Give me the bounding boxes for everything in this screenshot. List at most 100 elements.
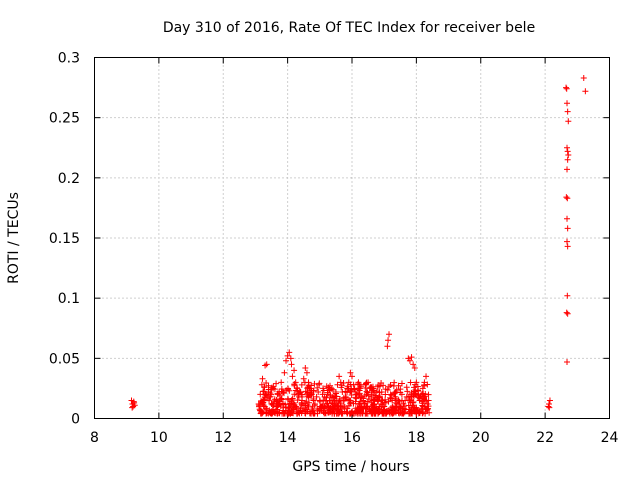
data-point xyxy=(357,385,364,392)
x-tick-label: 22 xyxy=(536,430,554,446)
data-point xyxy=(564,100,571,107)
data-point xyxy=(315,389,322,396)
data-point xyxy=(282,401,289,408)
data-point xyxy=(263,407,270,414)
x-tick-label: 16 xyxy=(343,430,361,446)
data-point xyxy=(411,364,418,371)
data-point xyxy=(363,391,370,398)
data-point xyxy=(294,385,301,392)
data-point xyxy=(276,398,283,405)
grid xyxy=(94,57,610,419)
data-point xyxy=(334,402,341,409)
data-point xyxy=(324,391,331,398)
data-point xyxy=(268,401,275,408)
data-point xyxy=(563,85,570,92)
data-point xyxy=(269,409,276,416)
data-point xyxy=(546,397,553,404)
data-point xyxy=(355,379,362,386)
data-point xyxy=(315,381,322,388)
data-point xyxy=(325,384,332,391)
data-point xyxy=(310,397,317,404)
data-point xyxy=(358,393,365,400)
data-point xyxy=(420,409,427,416)
data-point xyxy=(580,74,587,81)
data-point xyxy=(288,396,295,403)
y-tick-labels: 0 0.05 0.1 0.15 0.2 0.25 0.3 xyxy=(49,51,80,428)
data-point xyxy=(565,118,572,125)
data-point xyxy=(382,399,389,406)
data-point xyxy=(369,410,376,417)
data-point xyxy=(323,401,330,408)
data-point xyxy=(261,394,268,401)
data-point xyxy=(292,379,299,386)
data-point xyxy=(418,391,425,398)
data-point xyxy=(279,389,286,396)
data-point xyxy=(346,397,353,404)
data-point xyxy=(406,357,413,364)
data-point xyxy=(339,389,346,396)
data-point xyxy=(305,403,312,410)
data-point xyxy=(563,309,570,316)
data-point xyxy=(255,401,262,408)
data-point xyxy=(419,400,426,407)
data-point xyxy=(378,388,385,395)
data-point xyxy=(291,367,298,374)
data-point xyxy=(340,397,347,404)
data-point xyxy=(295,393,302,400)
data-points xyxy=(128,74,589,417)
data-point xyxy=(384,408,391,415)
data-point xyxy=(406,410,413,417)
data-point xyxy=(365,379,372,386)
data-point xyxy=(261,403,268,410)
data-point xyxy=(308,391,315,398)
data-point xyxy=(366,406,373,413)
data-point xyxy=(287,409,294,416)
data-point xyxy=(283,357,290,364)
data-point xyxy=(390,383,397,390)
data-point xyxy=(302,364,309,371)
data-point xyxy=(376,383,383,390)
data-point xyxy=(265,389,272,396)
data-point xyxy=(332,389,339,396)
data-point xyxy=(297,389,304,396)
data-point xyxy=(421,393,428,400)
data-point xyxy=(286,349,293,356)
data-point xyxy=(564,225,571,232)
data-point xyxy=(280,407,287,414)
x-tick-label: 24 xyxy=(601,430,619,446)
data-point xyxy=(564,292,571,299)
data-point xyxy=(404,388,411,395)
data-point xyxy=(269,401,276,408)
x-tick-label: 8 xyxy=(90,430,99,446)
data-point xyxy=(385,398,392,405)
data-point xyxy=(564,144,571,151)
data-point xyxy=(564,148,571,155)
x-tick-label: 12 xyxy=(214,430,232,446)
data-point xyxy=(291,382,298,389)
data-point xyxy=(371,401,378,408)
data-point xyxy=(332,408,339,415)
data-point xyxy=(338,410,345,417)
data-point xyxy=(288,361,295,368)
data-point xyxy=(321,393,328,400)
data-point xyxy=(278,379,285,386)
data-point xyxy=(350,400,357,407)
data-point xyxy=(342,393,349,400)
data-point xyxy=(376,393,383,400)
data-point xyxy=(329,399,336,406)
data-point xyxy=(289,373,296,380)
data-point xyxy=(341,404,348,411)
data-point xyxy=(389,397,396,404)
data-point xyxy=(274,391,281,398)
y-tick-label: 0 xyxy=(71,412,80,428)
data-point xyxy=(260,397,267,404)
data-point xyxy=(384,343,391,350)
data-point xyxy=(382,386,389,393)
data-point xyxy=(408,407,415,414)
data-point xyxy=(314,405,321,412)
data-point xyxy=(298,400,305,407)
data-point xyxy=(353,409,360,416)
data-point xyxy=(392,393,399,400)
chart-title: Day 310 of 2016, Rate Of TEC Index for r… xyxy=(163,20,535,36)
data-point xyxy=(299,408,306,415)
